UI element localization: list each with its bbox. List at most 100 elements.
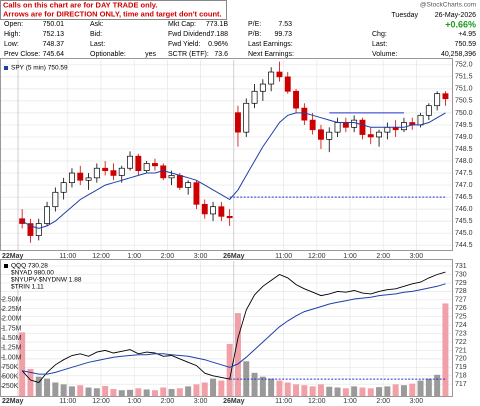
change-percent: +0.66% [445, 19, 476, 29]
field-value: yes [145, 51, 156, 58]
x-tick-label: 3:00 [410, 398, 424, 405]
y-tick-label: 748.5 [455, 146, 473, 153]
candle-body [44, 206, 51, 224]
legend-swatch [4, 66, 8, 70]
volume-bar [68, 386, 75, 396]
volume-bar [52, 382, 59, 396]
field-value: 748.37 [43, 41, 65, 48]
y-tick-label: 718 [455, 373, 467, 380]
volume-bar [409, 383, 416, 396]
note-line: Arrows are for DIRECTION ONLY, time and … [3, 9, 222, 18]
candle-body [367, 134, 374, 138]
candle-body [143, 163, 150, 171]
volume-bar [434, 374, 441, 396]
x-tick-label: 22May [2, 398, 24, 405]
candle-body [384, 126, 391, 133]
volume-bar [268, 378, 275, 396]
y-tick-label: 717 [455, 381, 467, 388]
volume-bar [351, 386, 358, 396]
volume-bar [201, 382, 208, 396]
field-label: High: [4, 31, 20, 38]
volume-bar [342, 388, 349, 396]
volume-tick-label: 1.50M [2, 335, 22, 342]
field-label: Last: [372, 41, 387, 48]
candle-body [318, 129, 324, 140]
volume-tick-label: 1.00M [2, 354, 22, 361]
candle-body [293, 90, 300, 109]
volume-bar [301, 385, 308, 396]
y-tick-label: 746.5 [455, 194, 473, 201]
volume-tick-label: 1.75M [2, 325, 22, 332]
x-tick-label: 3:00 [410, 253, 424, 260]
field-label: Ask: [90, 21, 104, 28]
volume-bar [417, 380, 424, 396]
x-tick-label: 1:00 [127, 398, 141, 405]
y-tick-label: 723 [455, 330, 467, 337]
x-tick-label: 11:00 [59, 253, 76, 260]
volume-tick-label: 2.50M [2, 296, 22, 303]
x-tick-label: 12:00 [92, 398, 110, 405]
y-tick-label: 744.5 [455, 242, 473, 249]
field-label: Low: [4, 41, 19, 48]
x-tick-label: 2:00 [376, 253, 390, 260]
field-value: 73.6 [214, 51, 228, 58]
volume-tick-label: 250K [2, 383, 19, 390]
legend-entry: $NYUPV-$NYDNW 1.88 [11, 277, 82, 284]
field-value: 7.188 [210, 31, 228, 38]
field-label: SCTR (ETF): [168, 51, 209, 58]
y-tick-label: 726 [455, 305, 467, 312]
y-tick-label: 722 [455, 339, 467, 346]
candle-body [118, 167, 125, 176]
volume-bar [317, 384, 324, 396]
x-tick-label: 3:00 [194, 253, 208, 260]
volume-bar [168, 389, 175, 396]
candle-body [351, 119, 358, 128]
field-label: Optionable: [90, 51, 126, 58]
candle-body [309, 119, 316, 131]
candle-body [243, 102, 250, 133]
volume-bar [276, 380, 283, 396]
field-value: 773.1B [206, 21, 229, 28]
candle-body [27, 223, 34, 236]
header-day: Tuesday [391, 12, 418, 19]
candle-body [235, 112, 241, 133]
candle-body [176, 175, 183, 188]
field-label: Fwd Yield: [168, 41, 200, 48]
volume-bar [442, 303, 449, 396]
field-label: P/B: [248, 31, 261, 38]
legend-entry: $NYAD 980.00 [11, 270, 54, 277]
candle-body [401, 122, 407, 131]
field-value: 750.59 [455, 41, 477, 48]
field-label: Next Earnings: [248, 51, 294, 58]
x-tick-label: 12:00 [308, 398, 326, 405]
volume-bar [93, 388, 100, 396]
x-tick-label: 2:00 [161, 398, 175, 405]
volume-bar [151, 390, 158, 396]
candle-body [251, 90, 258, 104]
field-label: Bid: [90, 31, 102, 38]
volume-bar [367, 388, 374, 396]
x-tick-label: 26May [223, 398, 245, 405]
candle-body [102, 167, 109, 171]
field-label: Prev Close: [4, 51, 40, 58]
x-tick-label: 1:00 [343, 398, 357, 405]
volume-bar [376, 387, 383, 396]
candle-body [442, 93, 449, 100]
note-line: Calls on this chart are for DAY TRADE on… [3, 0, 157, 9]
candle-body [152, 163, 158, 167]
candle-body [60, 182, 67, 193]
x-tick-label: 2:00 [376, 398, 390, 405]
y-tick-label: 731 [455, 263, 467, 270]
y-tick-label: 751.0 [455, 86, 473, 93]
volume-bar [27, 369, 34, 396]
candle-body [201, 203, 208, 215]
x-tick-label: 1:00 [343, 253, 357, 260]
y-tick-label: 721 [455, 347, 467, 354]
candle-body [185, 182, 192, 188]
field-label: Open: [4, 21, 23, 28]
volume-tick-label: 750K [2, 364, 19, 371]
field-label: Last: [90, 41, 105, 48]
series-line [21, 271, 446, 384]
volume-bar [334, 387, 341, 396]
y-tick-label: 725 [455, 314, 467, 321]
